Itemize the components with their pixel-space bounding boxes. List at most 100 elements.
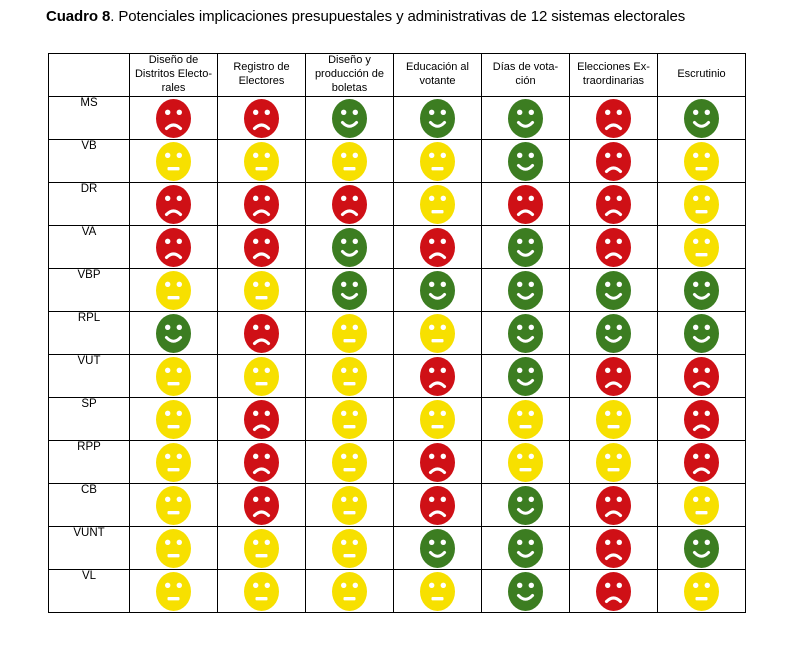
matrix-cell (657, 526, 746, 570)
face-red-sad-icon (156, 184, 191, 224)
row-label-vb: VB (48, 139, 130, 183)
face-yellow-neutral-icon (244, 528, 279, 568)
corner-cell (48, 53, 130, 97)
row-label-cb: CB (48, 483, 130, 527)
face-green-happy-icon (508, 571, 543, 611)
column-header-5: Días de vota- ción (481, 53, 570, 97)
matrix-cell (393, 483, 482, 527)
matrix-cell (569, 354, 658, 398)
face-green-happy-icon (508, 270, 543, 310)
matrix-cell (393, 569, 482, 613)
matrix-cell (657, 311, 746, 355)
face-green-happy-icon (420, 528, 455, 568)
face-red-sad-icon (596, 98, 631, 138)
face-yellow-neutral-icon (684, 141, 719, 181)
matrix-cell (217, 526, 306, 570)
face-red-sad-icon (156, 227, 191, 267)
row-label-rpl: RPL (48, 311, 130, 355)
face-yellow-neutral-icon (156, 270, 191, 310)
matrix-cell (305, 526, 394, 570)
table-row-dr: DR (48, 182, 746, 226)
matrix-cell (217, 139, 306, 183)
matrix-cell (305, 354, 394, 398)
matrix-cell (129, 182, 218, 226)
matrix-cell (569, 483, 658, 527)
matrix-cell (657, 96, 746, 140)
table-row-vut: VUT (48, 354, 746, 398)
matrix-cell (657, 354, 746, 398)
matrix-cell (569, 440, 658, 484)
face-green-happy-icon (684, 270, 719, 310)
face-red-sad-icon (244, 485, 279, 525)
matrix-cell (305, 483, 394, 527)
face-red-sad-icon (596, 528, 631, 568)
face-red-sad-icon (420, 356, 455, 396)
matrix-cell (657, 569, 746, 613)
face-yellow-neutral-icon (420, 141, 455, 181)
matrix-cell (217, 182, 306, 226)
face-green-happy-icon (596, 313, 631, 353)
caption-text: . Potenciales implicaciones presupuestal… (110, 8, 686, 25)
matrix-cell (217, 569, 306, 613)
matrix-cell (393, 225, 482, 269)
matrix-cell (217, 96, 306, 140)
matrix-cell (129, 440, 218, 484)
face-yellow-neutral-icon (244, 141, 279, 181)
matrix-cell (217, 397, 306, 441)
face-green-happy-icon (508, 227, 543, 267)
matrix-cell (569, 139, 658, 183)
table-row-rpp: RPP (48, 440, 746, 484)
face-green-happy-icon (332, 227, 367, 267)
matrix-cell (305, 268, 394, 312)
face-yellow-neutral-icon (332, 399, 367, 439)
matrix-cell (569, 397, 658, 441)
face-red-sad-icon (244, 313, 279, 353)
matrix-cell (569, 225, 658, 269)
matrix-cell (305, 225, 394, 269)
face-red-sad-icon (420, 227, 455, 267)
row-label-va: VA (48, 225, 130, 269)
table-row-ms: MS (48, 96, 746, 140)
matrix-cell (129, 96, 218, 140)
face-green-happy-icon (508, 98, 543, 138)
matrix-cell (481, 96, 570, 140)
matrix-cell (481, 526, 570, 570)
table-row-sp: SP (48, 397, 746, 441)
face-green-happy-icon (508, 528, 543, 568)
face-green-happy-icon (684, 528, 719, 568)
table-row-cb: CB (48, 483, 746, 527)
table-row-vunt: VUNT (48, 526, 746, 570)
matrix-cell (129, 268, 218, 312)
face-yellow-neutral-icon (332, 528, 367, 568)
face-yellow-neutral-icon (244, 356, 279, 396)
table-row-va: VA (48, 225, 746, 269)
matrix-cell (217, 225, 306, 269)
matrix-cell (305, 96, 394, 140)
face-red-sad-icon (244, 227, 279, 267)
face-yellow-neutral-icon (156, 399, 191, 439)
matrix-cell (569, 96, 658, 140)
matrix-cell (393, 182, 482, 226)
column-header-6: Elecciones Ex- traordinarias (569, 53, 658, 97)
matrix-cell (129, 483, 218, 527)
matrix-cell (481, 397, 570, 441)
caption-number: Cuadro 8 (46, 8, 111, 25)
matrix-cell (393, 139, 482, 183)
matrix-cell (129, 397, 218, 441)
matrix-cell (129, 526, 218, 570)
matrix-cell (481, 483, 570, 527)
face-yellow-neutral-icon (156, 141, 191, 181)
matrix-cell (481, 311, 570, 355)
matrix-cell (569, 569, 658, 613)
face-yellow-neutral-icon (596, 399, 631, 439)
matrix-cell (129, 354, 218, 398)
face-yellow-neutral-icon (332, 485, 367, 525)
face-green-happy-icon (508, 313, 543, 353)
face-yellow-neutral-icon (508, 442, 543, 482)
table-caption: Cuadro 8. Potenciales implicaciones pres… (46, 8, 685, 25)
matrix-cell (569, 311, 658, 355)
face-red-sad-icon (684, 399, 719, 439)
matrix-body: MS VB DR VA VBP RPL VUT SP RPP CB VUNT VL (48, 96, 746, 613)
face-green-happy-icon (684, 313, 719, 353)
